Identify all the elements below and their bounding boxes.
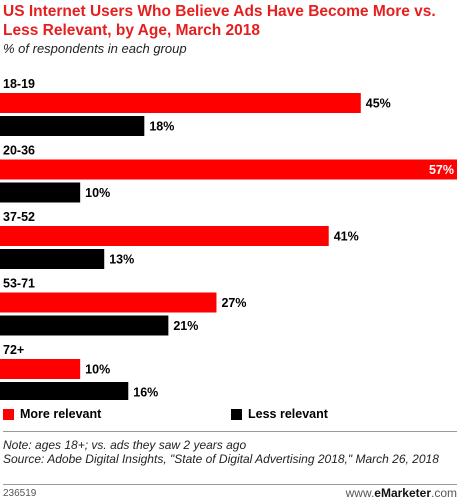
data-label-less-relevant-53-71: 21% xyxy=(173,319,198,333)
brand-prefix: www. xyxy=(345,486,375,500)
data-label-more-relevant-37-52: 41% xyxy=(334,230,359,244)
data-label-more-relevant-72-: 10% xyxy=(85,363,110,377)
legend-item-less-relevant: Less relevant xyxy=(231,407,328,421)
data-label-more-relevant-53-71: 27% xyxy=(221,296,246,310)
divider-top xyxy=(3,431,457,432)
data-label-more-relevant-18-19: 45% xyxy=(366,97,391,111)
category-label-20-36: 20-36 xyxy=(3,144,35,158)
bar-more-relevant-18-19 xyxy=(0,93,361,113)
bar-more-relevant-53-71 xyxy=(0,292,217,313)
bar-less-relevant-72- xyxy=(0,382,129,400)
bar-more-relevant-37-52 xyxy=(0,226,329,246)
bar-more-relevant-72- xyxy=(0,359,81,379)
legend-swatch-less-relevant xyxy=(231,408,242,420)
brand-logo[interactable]: www.eMarketer.com xyxy=(346,486,457,500)
category-label-37-52: 37-52 xyxy=(3,210,35,224)
source-text: Source: Adobe Digital Insights, "State o… xyxy=(3,452,439,466)
bar-less-relevant-20-36 xyxy=(0,182,81,203)
data-label-less-relevant-20-36: 10% xyxy=(85,186,110,200)
bar-more-relevant-20-36 xyxy=(0,159,457,180)
chart-id: 236519 xyxy=(3,488,37,499)
legend-item-more-relevant: More relevant xyxy=(3,407,101,421)
legend-label-less-relevant: Less relevant xyxy=(248,407,328,421)
legend-label-more-relevant: More relevant xyxy=(20,407,102,421)
chart-subtitle: % of respondents in each group xyxy=(3,41,187,56)
divider-bottom xyxy=(3,484,457,485)
data-label-less-relevant-37-52: 13% xyxy=(109,253,134,267)
bar-less-relevant-53-71 xyxy=(0,315,169,336)
category-label-72-: 72+ xyxy=(3,343,24,357)
brand-suffix: .com xyxy=(430,486,457,500)
chart-title: US Internet Users Who Believe Ads Have B… xyxy=(3,3,436,39)
bar-chart: 18-19 45% 18% 20-36 57% 10% 37-52 41% 13% 53-71 27… xyxy=(0,77,457,400)
category-label-18-19: 18-19 xyxy=(3,77,35,91)
notes-block: Note: ages 18+; vs. ads they saw 2 years… xyxy=(3,438,455,466)
brand-name: eMarketer xyxy=(374,486,431,500)
data-label-more-relevant-20-36: 57% xyxy=(429,163,454,177)
bar-less-relevant-18-19 xyxy=(0,116,145,136)
data-label-less-relevant-18-19: 18% xyxy=(149,120,174,134)
category-label-53-71: 53-71 xyxy=(3,277,35,291)
bar-less-relevant-37-52 xyxy=(0,249,105,269)
data-label-less-relevant-72-: 16% xyxy=(133,386,158,400)
legend-swatch-more-relevant xyxy=(3,408,14,420)
note-text: Note: ages 18+; vs. ads they saw 2 years… xyxy=(3,438,247,452)
